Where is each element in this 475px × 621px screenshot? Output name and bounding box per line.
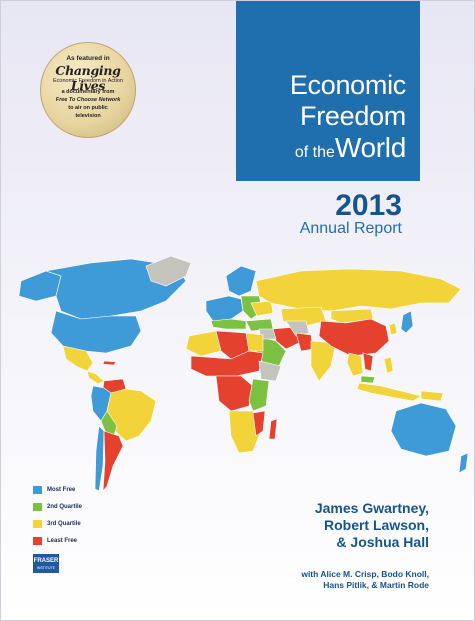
- region-philippines: [383, 356, 394, 374]
- region-alaska: [18, 270, 62, 302]
- legend-swatch: [33, 536, 42, 545]
- region-sahel: [190, 350, 264, 377]
- region-korea: [388, 322, 398, 336]
- title-line-1: Economic: [289, 70, 406, 100]
- region-chile: [94, 425, 105, 492]
- seal-network: Free To Choose Network: [55, 97, 121, 103]
- contributor-line-1: with Alice M. Crisp, Bodo Knoll,: [301, 569, 429, 579]
- legend-swatch: [33, 502, 42, 511]
- region-madagascar: [268, 418, 278, 440]
- legend-swatch: [33, 485, 42, 494]
- author-line-1: James Gwartney,: [314, 500, 429, 516]
- world-map: [18, 255, 469, 492]
- region-mozambique: [252, 410, 266, 437]
- region-pakistan: [295, 332, 314, 352]
- seal-air-text: to air on public: [68, 105, 108, 111]
- title-of-the: of the: [294, 144, 335, 161]
- region-north-africa-west: [185, 330, 222, 357]
- title-block: Economic Freedom of theWorld: [236, 1, 420, 181]
- region-india: [310, 340, 337, 382]
- region-scandinavia: [225, 265, 257, 297]
- region-myanmar-thai: [346, 352, 364, 377]
- seal-tagline: Economic Freedom in Action: [52, 78, 123, 84]
- legend-item-second-quartile: 2nd Quartile: [33, 498, 82, 515]
- contributor-line-2: Hans Pitlik, & Martin Rode: [323, 580, 429, 590]
- documentary-seal: As featured in Changing Lives Economic F…: [40, 42, 136, 138]
- legend-item-least-free: Least Free: [33, 532, 82, 549]
- region-argentina: [102, 430, 124, 492]
- region-east-africa: [248, 378, 270, 412]
- legend-swatch: [33, 519, 42, 528]
- region-usa: [50, 310, 142, 354]
- region-japan: [400, 310, 414, 334]
- region-central-asia: [285, 320, 310, 337]
- region-horn-of-africa: [258, 360, 282, 382]
- region-new-zealand: [458, 452, 469, 474]
- title-line-2: Freedom: [300, 101, 406, 131]
- region-egypt: [245, 332, 264, 352]
- region-papua: [420, 390, 444, 402]
- region-greenland: [145, 255, 192, 287]
- report-year: 2013: [335, 189, 402, 222]
- seal-doc-text: a documentary from: [61, 89, 115, 95]
- region-vietnam: [362, 352, 374, 372]
- legend-item-most-free: Most Free: [33, 481, 82, 498]
- authors: James Gwartney, Robert Lawson, & Joshua …: [315, 500, 429, 551]
- region-australia: [390, 402, 457, 457]
- region-central-america: [86, 370, 105, 385]
- region-china: [318, 318, 390, 357]
- region-southern-europe: [210, 318, 247, 330]
- region-malaysia: [360, 375, 376, 384]
- author-line-2: Robert Lawson,: [323, 517, 429, 533]
- title-world: World: [334, 132, 406, 163]
- author-line-3: & Joshua Hall: [336, 534, 429, 550]
- seal-program-title: Changing Lives: [55, 63, 121, 93]
- legend-label: Most Free: [47, 486, 76, 493]
- legend-item-third-quartile: 3rd Quartile: [33, 515, 82, 532]
- region-cuba: [102, 360, 117, 366]
- title-line-3: of theWorld: [295, 133, 406, 168]
- fraser-institute-logo: FRASER INSTITUTE: [33, 554, 59, 573]
- region-central-africa: [215, 375, 254, 412]
- region-ukraine: [250, 300, 274, 317]
- region-russia: [255, 268, 462, 312]
- legend-label: 3rd Quartile: [47, 520, 81, 527]
- map-legend: Most Free 2nd Quartile 3rd Quartile Leas…: [33, 481, 82, 549]
- legend-label: 2nd Quartile: [47, 503, 83, 510]
- contributors: with Alice M. Crisp, Bodo Knoll, Hans Pi…: [301, 569, 429, 591]
- seal-featured-text: As featured in: [66, 55, 110, 62]
- logo-name: FRASER: [33, 558, 59, 564]
- report-subtitle: Annual Report: [299, 220, 402, 237]
- seal-tv-text: television: [75, 113, 101, 119]
- legend-label: Least Free: [47, 537, 78, 544]
- region-indonesia: [356, 382, 422, 402]
- logo-sub: INSTITUTE: [36, 566, 56, 570]
- region-western-europe: [205, 295, 244, 322]
